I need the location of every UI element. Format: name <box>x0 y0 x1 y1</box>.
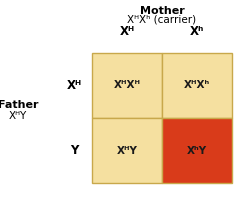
Text: Xᴴ: Xᴴ <box>119 25 135 38</box>
Text: XᴴXʰ (carrier): XᴴXʰ (carrier) <box>128 14 196 24</box>
Text: XᴴXʰ: XᴴXʰ <box>184 81 210 91</box>
Bar <box>92 53 162 118</box>
Text: XᴴXᴴ: XᴴXᴴ <box>114 81 141 91</box>
Bar <box>92 118 162 183</box>
Text: Xᴴ: Xᴴ <box>66 79 82 92</box>
Text: Xʰ: Xʰ <box>190 25 204 38</box>
Text: Father: Father <box>0 100 38 110</box>
Text: Mother: Mother <box>140 6 184 16</box>
Text: XʰY: XʰY <box>187 145 207 155</box>
Bar <box>162 53 232 118</box>
Bar <box>162 118 232 183</box>
Text: Y: Y <box>70 144 78 157</box>
Text: XᴴY: XᴴY <box>117 145 137 155</box>
Text: XᴴY: XᴴY <box>9 111 27 121</box>
